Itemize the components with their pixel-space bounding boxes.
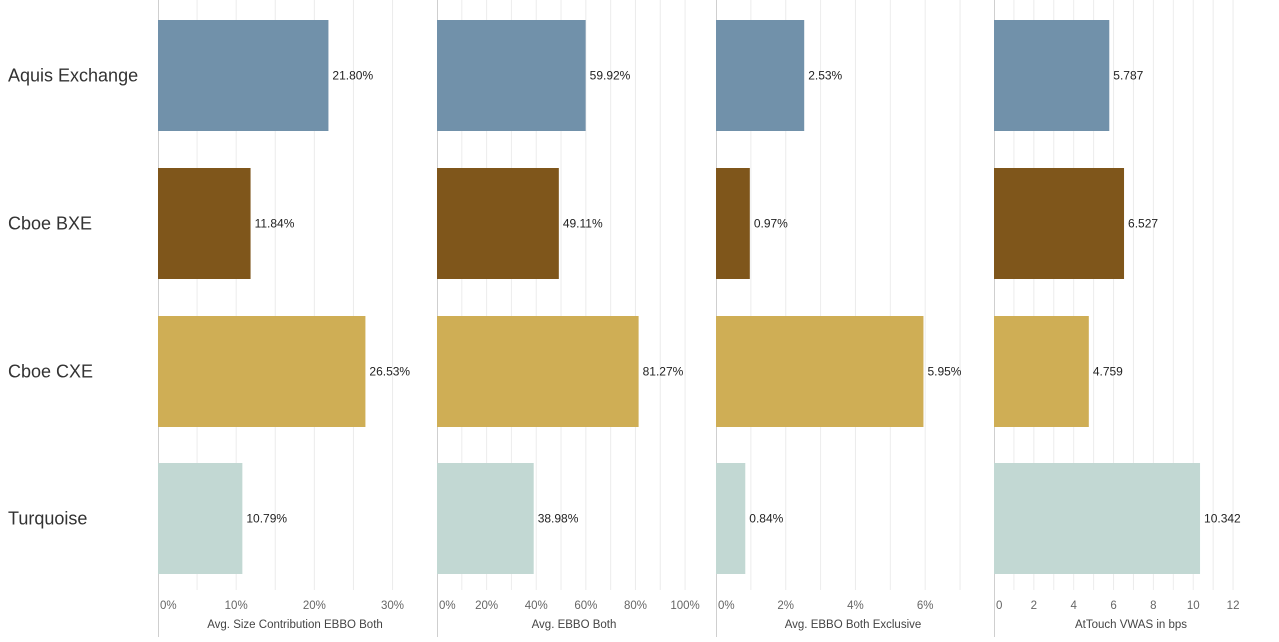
bar-turquoise	[158, 463, 243, 574]
value-label: 10.342	[1204, 512, 1241, 526]
bar-cboe-cxe	[158, 316, 366, 427]
value-label: 2.53%	[808, 69, 842, 83]
bar-turquoise	[437, 463, 534, 574]
bar-cboe-bxe	[437, 168, 559, 279]
value-label: 0.84%	[749, 512, 783, 526]
bar-turquoise	[716, 463, 746, 574]
tick-label: 20%	[475, 600, 498, 612]
category-label-aquis-exchange: Aquis Exchange	[8, 66, 138, 86]
bar-cboe-cxe	[437, 316, 639, 427]
category-label-cboe-cxe: Cboe CXE	[8, 362, 93, 382]
value-label: 6.527	[1128, 217, 1158, 231]
value-label: 10.79%	[246, 512, 287, 526]
tick-label: 100%	[670, 600, 699, 612]
value-label: 0.97%	[754, 217, 788, 231]
tick-label: 0	[996, 600, 1002, 612]
tick-label: 4	[1070, 600, 1077, 612]
value-label: 5.787	[1113, 69, 1143, 83]
axis-title: Avg. Size Contribution EBBO Both	[207, 619, 383, 631]
tick-label: 80%	[624, 600, 647, 612]
value-label: 59.92%	[590, 69, 631, 83]
tick-label: 12	[1227, 600, 1240, 612]
tick-label: 8	[1150, 600, 1156, 612]
tick-label: 10%	[225, 600, 248, 612]
tick-label: 6	[1110, 600, 1116, 612]
axis-title: AtTouch VWAS in bps	[1075, 619, 1187, 631]
tick-label: 10	[1187, 600, 1200, 612]
bar-aquis-exchange	[994, 20, 1110, 131]
tick-label: 6%	[917, 600, 934, 612]
bar-aquis-exchange	[716, 20, 805, 131]
bar-cboe-cxe	[716, 316, 924, 427]
bar-cboe-bxe	[994, 168, 1125, 279]
bar-cboe-bxe	[716, 168, 750, 279]
value-label: 49.11%	[563, 217, 603, 231]
category-label-turquoise: Turquoise	[8, 509, 87, 529]
value-label: 21.80%	[332, 69, 373, 83]
bar-aquis-exchange	[158, 20, 329, 131]
category-label-cboe-bxe: Cboe BXE	[8, 214, 92, 234]
value-label: 81.27%	[643, 365, 684, 379]
tick-label: 2%	[777, 600, 794, 612]
bar-cboe-cxe	[994, 316, 1089, 427]
tick-label: 4%	[847, 600, 864, 612]
tick-label: 40%	[525, 600, 548, 612]
value-label: 11.84%	[255, 217, 295, 231]
value-label: 38.98%	[538, 512, 579, 526]
tick-label: 60%	[574, 600, 597, 612]
value-label: 5.95%	[927, 365, 961, 379]
tick-label: 30%	[381, 600, 404, 612]
tick-label: 0%	[439, 600, 456, 612]
bar-turquoise	[994, 463, 1201, 574]
value-label: 26.53%	[369, 365, 410, 379]
tick-label: 0%	[160, 600, 177, 612]
tick-label: 20%	[303, 600, 326, 612]
axis-title: Avg. EBBO Both Exclusive	[785, 619, 922, 631]
bar-aquis-exchange	[437, 20, 586, 131]
bar-cboe-bxe	[158, 168, 251, 279]
axis-title: Avg. EBBO Both	[532, 619, 617, 631]
value-label: 4.759	[1093, 365, 1123, 379]
tick-label: 0%	[718, 600, 735, 612]
tick-label: 2	[1031, 600, 1037, 612]
